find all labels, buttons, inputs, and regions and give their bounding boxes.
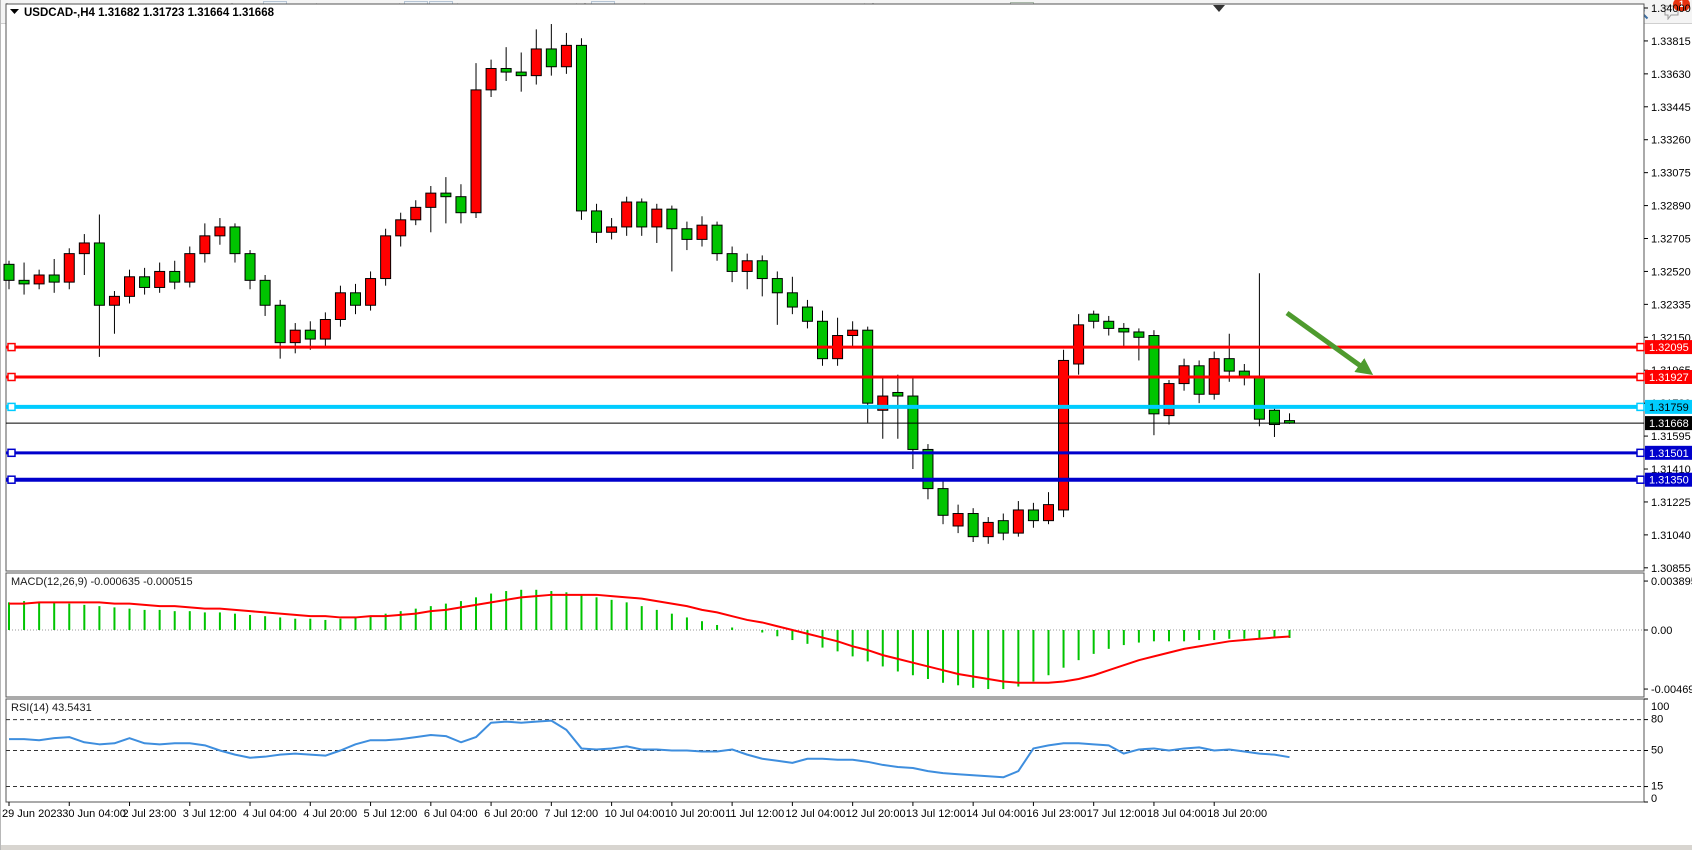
price-tick-label: 1.33260 (1651, 135, 1691, 147)
rsi-tick-label: 50 (1651, 745, 1663, 757)
rsi-line (9, 719, 1290, 779)
macd-label: MACD(12,26,9) -0.000635 -0.000515 (11, 576, 193, 588)
line-handle[interactable] (7, 402, 16, 412)
axis-price-box (1645, 399, 1692, 414)
rsi-tick-label: 100 (1651, 701, 1669, 713)
rsi-label: RSI(14) 43.5431 (11, 702, 92, 714)
date-tick-label: 6 Jul 20:00 (484, 808, 538, 820)
axis-price-box-label: 1.31927 (1649, 372, 1689, 384)
macd-indicator: MACD(12,26,9) -0.000635 -0.000515 0.00389… (6, 576, 1692, 696)
date-tick-label: 6 Jul 04:00 (424, 808, 478, 820)
price-tick-label: 1.33630 (1651, 69, 1691, 81)
price-tick-label: 1.32335 (1651, 299, 1691, 311)
price-axis: 1.34000 1.33815 1.33630 1.33445 1.33260 1.330… (1644, 3, 1692, 575)
line-handle[interactable] (1636, 475, 1645, 484)
macd-tick-label: -0.004699 (1651, 684, 1692, 696)
date-tick-label: 18 Jul 20:00 (1207, 808, 1267, 820)
chart-canvas[interactable]: USDCAD-,H4 1.31682 1.31723 1.31664 1.316… (1, 0, 1692, 826)
date-tick-label: 7 Jul 12:00 (544, 808, 598, 820)
axis-price-box-label: 1.32095 (1649, 342, 1689, 354)
rsi-tick-label: 0 (1651, 793, 1657, 805)
price-tick-label: 1.31225 (1651, 497, 1691, 509)
price-tick-label: 1.33445 (1651, 102, 1691, 114)
date-tick-label: 16 Jul 23:00 (1026, 808, 1086, 820)
line-handle[interactable] (7, 372, 16, 382)
chat-badge: 1 (1673, 0, 1690, 11)
line-handle[interactable] (1636, 372, 1645, 382)
axis-price-box (1645, 340, 1692, 355)
date-tick-label: 14 Jul 04:00 (966, 808, 1026, 820)
line-handle[interactable] (7, 448, 16, 458)
line-handle[interactable] (7, 475, 16, 484)
axis-price-box-label: 1.31668 (1649, 418, 1689, 430)
price-tick-label: 1.30855 (1651, 563, 1691, 575)
date-tick-label: 5 Jul 12:00 (364, 808, 418, 820)
date-tick-label: 12 Jul 20:00 (846, 808, 906, 820)
window-bottom-edge (1, 845, 1692, 850)
chat-button[interactable]: 1 (1659, 0, 1690, 23)
axis-price-box (1645, 472, 1692, 487)
price-tick-label: 1.34000 (1651, 3, 1691, 15)
date-tick-label: 17 Jul 12:00 (1087, 808, 1147, 820)
price-tick-label: 1.33815 (1651, 36, 1691, 48)
date-tick-label: 4 Jul 04:00 (243, 808, 297, 820)
line-handle[interactable] (1636, 448, 1645, 458)
date-tick-label: 10 Jul 04:00 (605, 808, 665, 820)
date-tick-label: 30 Jun 04:00 (62, 808, 126, 820)
axis-price-box (1645, 445, 1692, 460)
date-axis: 29 Jun 2023 30 Jun 04:002 Jul 23:00 3 Jul … (2, 802, 1267, 820)
axis-price-box (1645, 369, 1692, 384)
date-tick-label: 29 Jun 2023 (2, 808, 63, 820)
rsi-tick-label: 15 (1651, 781, 1663, 793)
price-tick-label: 1.32705 (1651, 234, 1691, 246)
horizontal-line-objects[interactable] (6, 342, 1645, 484)
macd-tick-label: 0.003895 (1651, 576, 1692, 588)
axis-price-box-label: 1.31350 (1649, 475, 1689, 487)
date-tick-label: 18 Jul 04:00 (1147, 808, 1207, 820)
date-tick-label: 12 Jul 04:00 (785, 808, 845, 820)
date-tick-label: 10 Jul 20:00 (665, 808, 725, 820)
rsi-tick-label: 80 (1651, 714, 1663, 726)
macd-tick-label: 0.00 (1651, 625, 1672, 637)
price-tick-label: 1.33075 (1651, 168, 1691, 180)
arrow-annotation[interactable] (1285, 310, 1374, 375)
axis-price-box-label: 1.31501 (1649, 448, 1689, 460)
line-handle[interactable] (1636, 342, 1645, 352)
macd-pane (5, 572, 1645, 698)
chart-shift-marker[interactable] (1213, 5, 1225, 12)
price-tick-label: 1.32520 (1651, 266, 1691, 278)
date-tick-label: 2 Jul 23:00 (123, 808, 177, 820)
line-handle[interactable] (7, 342, 16, 352)
date-tick-label: 4 Jul 20:00 (303, 808, 357, 820)
chart-title: USDCAD-,H4 1.31682 1.31723 1.31664 1.316… (24, 7, 275, 19)
main-pane (5, 3, 1645, 572)
one-click-trading-toggle[interactable] (10, 9, 19, 14)
macd-signal-line (9, 593, 1290, 684)
axis-price-box-label: 1.31759 (1649, 402, 1689, 414)
price-tick-label: 1.31595 (1651, 431, 1691, 443)
line-handle[interactable] (1636, 402, 1645, 412)
axis-price-box (1645, 416, 1692, 431)
date-tick-label: 3 Jul 12:00 (183, 808, 237, 820)
date-tick-label: 13 Jul 12:00 (906, 808, 966, 820)
date-tick-label: 11 Jul 12:00 (725, 808, 784, 820)
price-tick-label: 1.31040 (1651, 530, 1691, 542)
price-tick-label: 1.32890 (1651, 201, 1691, 213)
